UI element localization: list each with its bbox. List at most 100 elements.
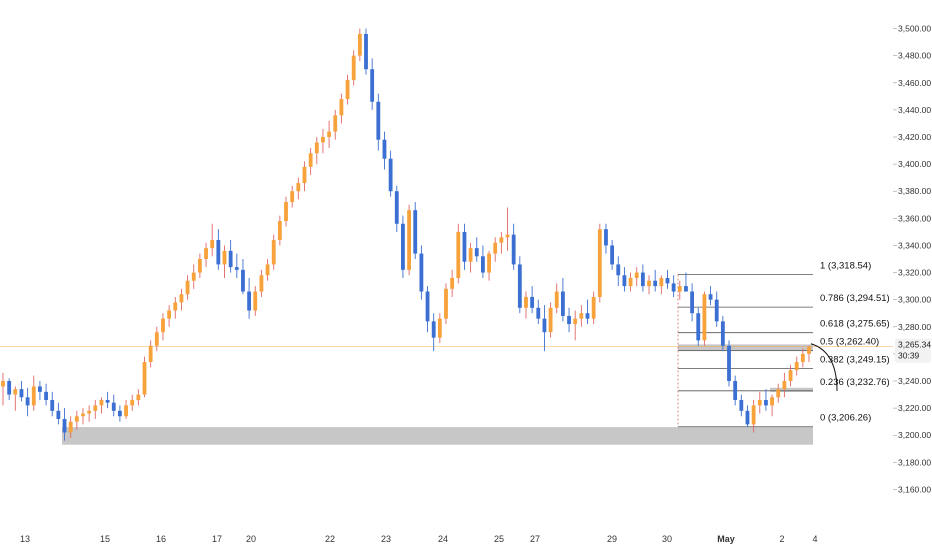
candle[interactable] (714, 291, 719, 327)
candle[interactable] (333, 109, 338, 140)
candle[interactable] (1, 372, 5, 406)
candle[interactable] (130, 394, 135, 411)
candle[interactable] (517, 256, 522, 314)
candle[interactable] (228, 240, 233, 273)
candle[interactable] (634, 267, 639, 287)
candle[interactable] (87, 405, 92, 422)
candle[interactable] (764, 389, 768, 411)
candle[interactable] (524, 291, 528, 319)
candle[interactable] (197, 253, 202, 278)
candle[interactable] (265, 259, 270, 281)
candle[interactable] (659, 275, 664, 295)
fibonacci-retracement[interactable]: 1 (3,318.54) 0.786 (3,294.51) 0.618 (3,275… (677, 261, 890, 428)
candle[interactable] (739, 394, 744, 417)
candle[interactable] (560, 277, 565, 322)
candle[interactable] (284, 196, 288, 227)
candle[interactable] (136, 389, 141, 406)
candle[interactable] (93, 399, 98, 419)
candle[interactable] (653, 269, 658, 292)
candle[interactable] (542, 305, 547, 352)
candle[interactable] (302, 161, 307, 192)
candle[interactable] (690, 283, 695, 322)
candle[interactable] (610, 240, 615, 270)
candle[interactable] (321, 128, 325, 154)
candle[interactable] (573, 310, 578, 341)
candle[interactable] (751, 399, 756, 433)
candle[interactable] (234, 253, 239, 278)
candle[interactable] (493, 237, 498, 262)
candle[interactable] (376, 93, 381, 151)
candle[interactable] (745, 405, 750, 428)
candle[interactable] (364, 28, 368, 75)
candle[interactable] (554, 283, 559, 314)
candle[interactable] (684, 272, 688, 292)
candle[interactable] (99, 397, 104, 414)
candle[interactable] (407, 204, 411, 276)
candle[interactable] (173, 296, 178, 319)
candle[interactable] (124, 399, 128, 419)
candle[interactable] (591, 291, 596, 325)
candle[interactable] (370, 58, 375, 110)
candle[interactable] (800, 348, 805, 368)
candle[interactable] (628, 272, 633, 292)
candle[interactable] (339, 93, 344, 124)
candle[interactable] (56, 402, 61, 425)
candles[interactable] (1, 28, 811, 441)
candle[interactable] (111, 394, 116, 417)
candle[interactable] (413, 202, 418, 259)
candle[interactable] (68, 416, 73, 438)
candle[interactable] (148, 340, 153, 368)
candle[interactable] (450, 269, 455, 297)
candle[interactable] (259, 269, 264, 297)
candle[interactable] (388, 150, 393, 197)
candle[interactable] (74, 410, 79, 430)
candle[interactable] (327, 120, 331, 148)
candle[interactable] (117, 405, 122, 422)
candle[interactable] (425, 286, 430, 333)
candle[interactable] (154, 326, 159, 352)
candle[interactable] (647, 275, 651, 295)
candle[interactable] (191, 264, 196, 289)
candle[interactable] (345, 74, 350, 105)
candle[interactable] (351, 50, 356, 86)
candle[interactable] (444, 283, 448, 325)
candle[interactable] (782, 372, 787, 398)
candle[interactable] (548, 302, 553, 338)
candle[interactable] (394, 185, 399, 232)
candle[interactable] (7, 378, 12, 400)
candle[interactable] (216, 229, 221, 270)
candle[interactable] (536, 299, 541, 325)
candle[interactable] (468, 242, 473, 273)
candle[interactable] (290, 185, 295, 208)
candle[interactable] (222, 245, 227, 278)
candle[interactable] (105, 391, 110, 409)
candle[interactable] (757, 391, 762, 414)
candle[interactable] (167, 305, 172, 327)
candle[interactable] (474, 237, 479, 262)
candle[interactable] (604, 223, 608, 254)
candle[interactable] (462, 223, 467, 270)
candle[interactable] (585, 299, 590, 325)
candle[interactable] (677, 280, 682, 300)
candle[interactable] (727, 340, 731, 387)
candle[interactable] (31, 375, 36, 411)
candle[interactable] (50, 391, 55, 417)
candle[interactable] (419, 245, 424, 300)
candle[interactable] (296, 177, 301, 200)
candle[interactable] (431, 313, 436, 352)
candle[interactable] (708, 286, 713, 306)
candle[interactable] (770, 394, 774, 417)
candle[interactable] (530, 286, 535, 314)
candle[interactable] (271, 234, 276, 270)
candle[interactable] (622, 267, 627, 292)
candle[interactable] (161, 313, 165, 341)
candle[interactable] (487, 250, 491, 281)
candle[interactable] (204, 242, 208, 268)
candle[interactable] (241, 259, 245, 295)
candle[interactable] (44, 383, 48, 406)
candle[interactable] (671, 275, 676, 297)
candle[interactable] (640, 264, 645, 292)
candle[interactable] (185, 275, 190, 300)
candle[interactable] (13, 386, 18, 411)
candle[interactable] (401, 215, 405, 278)
